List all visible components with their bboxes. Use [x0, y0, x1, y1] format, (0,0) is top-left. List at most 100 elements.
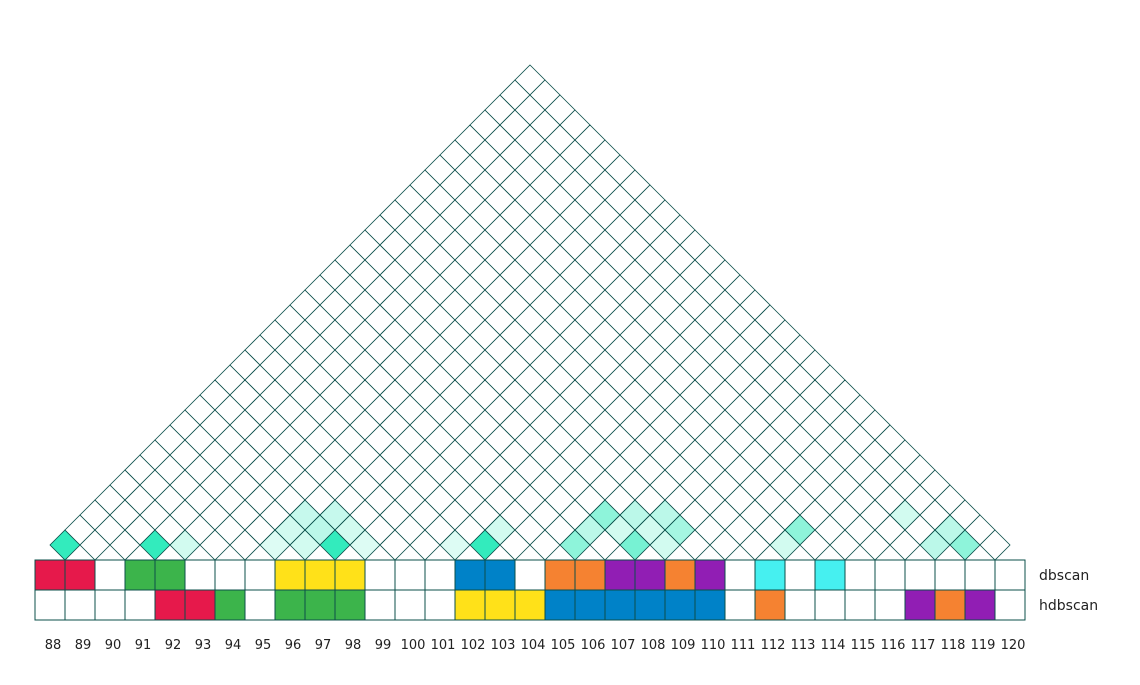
tick-label-104: 104 — [521, 638, 546, 653]
hdbscan-cell-88 — [34, 589, 66, 621]
tick-label-88: 88 — [45, 638, 62, 653]
tick-label-101: 101 — [431, 638, 456, 653]
hdbscan-cell-120 — [994, 589, 1026, 621]
hdbscan-cell-115 — [844, 589, 876, 621]
row-label-dbscan: dbscan — [1039, 568, 1089, 584]
row-label-hdbscan: hdbscan — [1039, 598, 1098, 614]
hdbscan-cell-117 — [904, 589, 936, 621]
dbscan-cell-105 — [544, 559, 576, 591]
tick-label-90: 90 — [105, 638, 122, 653]
dbscan-cell-101 — [424, 559, 456, 591]
hdbscan-cell-109 — [664, 589, 696, 621]
row-labels: dbscan hdbscan — [1039, 568, 1098, 614]
tick-label-108: 108 — [641, 638, 666, 653]
hdbscan-cell-118 — [934, 589, 966, 621]
dbscan-cell-116 — [874, 559, 906, 591]
tick-label-96: 96 — [285, 638, 302, 653]
hdbscan-cell-113 — [784, 589, 816, 621]
tick-label-91: 91 — [135, 638, 152, 653]
dbscan-cell-92 — [154, 559, 186, 591]
tick-label-113: 113 — [791, 638, 816, 653]
hdbscan-cell-98 — [334, 589, 366, 621]
tick-label-99: 99 — [375, 638, 392, 653]
hdbscan-cell-104 — [514, 589, 546, 621]
tick-label-116: 116 — [881, 638, 906, 653]
dbscan-cell-119 — [964, 559, 996, 591]
hdbscan-cell-90 — [94, 589, 126, 621]
hdbscan-cell-108 — [634, 589, 666, 621]
dbscan-cell-93 — [184, 559, 216, 591]
tick-label-92: 92 — [165, 638, 182, 653]
hdbscan-cell-92 — [154, 589, 186, 621]
hdbscan-cell-103 — [484, 589, 516, 621]
dbscan-cell-99 — [364, 559, 396, 591]
tick-label-95: 95 — [255, 638, 272, 653]
dbscan-cell-96 — [274, 559, 306, 591]
dbscan-cell-97 — [304, 559, 336, 591]
hdbscan-cell-112 — [754, 589, 786, 621]
dbscan-cell-108 — [634, 559, 666, 591]
tick-label-103: 103 — [491, 638, 516, 653]
hdbscan-cell-95 — [244, 589, 276, 621]
tick-label-89: 89 — [75, 638, 92, 653]
dbscan-cell-106 — [574, 559, 606, 591]
tick-label-97: 97 — [315, 638, 332, 653]
tick-label-107: 107 — [611, 638, 636, 653]
tick-label-94: 94 — [225, 638, 242, 653]
dbscan-cell-91 — [124, 559, 156, 591]
hdbscan-cell-89 — [64, 589, 96, 621]
dbscan-cell-118 — [934, 559, 966, 591]
dbscan-cell-104 — [514, 559, 546, 591]
dbscan-cell-120 — [994, 559, 1026, 591]
hdbscan-cell-102 — [454, 589, 486, 621]
dbscan-cell-110 — [694, 559, 726, 591]
hdbscan-cell-110 — [694, 589, 726, 621]
dbscan-cell-112 — [754, 559, 786, 591]
hdbscan-cell-106 — [574, 589, 606, 621]
tick-label-111: 111 — [731, 638, 756, 653]
dbscan-cell-102 — [454, 559, 486, 591]
hdbscan-cell-111 — [724, 589, 756, 621]
pair-matrix-triangle — [49, 64, 1011, 561]
tick-label-102: 102 — [461, 638, 486, 653]
dbscan-cell-113 — [784, 559, 816, 591]
hdbscan-cell-105 — [544, 589, 576, 621]
tick-label-120: 120 — [1001, 638, 1026, 653]
dbscan-cell-115 — [844, 559, 876, 591]
tick-label-106: 106 — [581, 638, 606, 653]
hdbscan-cell-97 — [304, 589, 336, 621]
dbscan-cell-107 — [604, 559, 636, 591]
dbscan-cell-98 — [334, 559, 366, 591]
index-tick-labels: 88 89 90 91 92 93 94 95 96 97 98 99 100 101 102 103 104 1… — [45, 638, 1026, 653]
tick-label-100: 100 — [401, 638, 426, 653]
tick-label-93: 93 — [195, 638, 212, 653]
dbscan-cell-117 — [904, 559, 936, 591]
hdbscan-cell-114 — [814, 589, 846, 621]
dbscan-cell-103 — [484, 559, 516, 591]
dbscan-cell-114 — [814, 559, 846, 591]
hdbscan-cell-94 — [214, 589, 246, 621]
tick-label-105: 105 — [551, 638, 576, 653]
tick-label-112: 112 — [761, 638, 786, 653]
dbscan-cell-100 — [394, 559, 426, 591]
hdbscan-cell-91 — [124, 589, 156, 621]
dbscan-cell-88 — [34, 559, 66, 591]
tick-label-98: 98 — [345, 638, 362, 653]
dbscan-cell-95 — [244, 559, 276, 591]
hdbscan-cell-119 — [964, 589, 996, 621]
tick-label-109: 109 — [671, 638, 696, 653]
tick-label-119: 119 — [971, 638, 996, 653]
hdbscan-cell-96 — [274, 589, 306, 621]
hdbscan-cell-93 — [184, 589, 216, 621]
cluster-strips — [34, 559, 1026, 621]
dbscan-cell-90 — [94, 559, 126, 591]
tick-label-118: 118 — [941, 638, 966, 653]
dbscan-cell-109 — [664, 559, 696, 591]
hdbscan-cell-116 — [874, 589, 906, 621]
dbscan-cell-89 — [64, 559, 96, 591]
tick-label-117: 117 — [911, 638, 936, 653]
hdbscan-cell-101 — [424, 589, 456, 621]
dbscan-cell-94 — [214, 559, 246, 591]
tick-label-114: 114 — [821, 638, 846, 653]
